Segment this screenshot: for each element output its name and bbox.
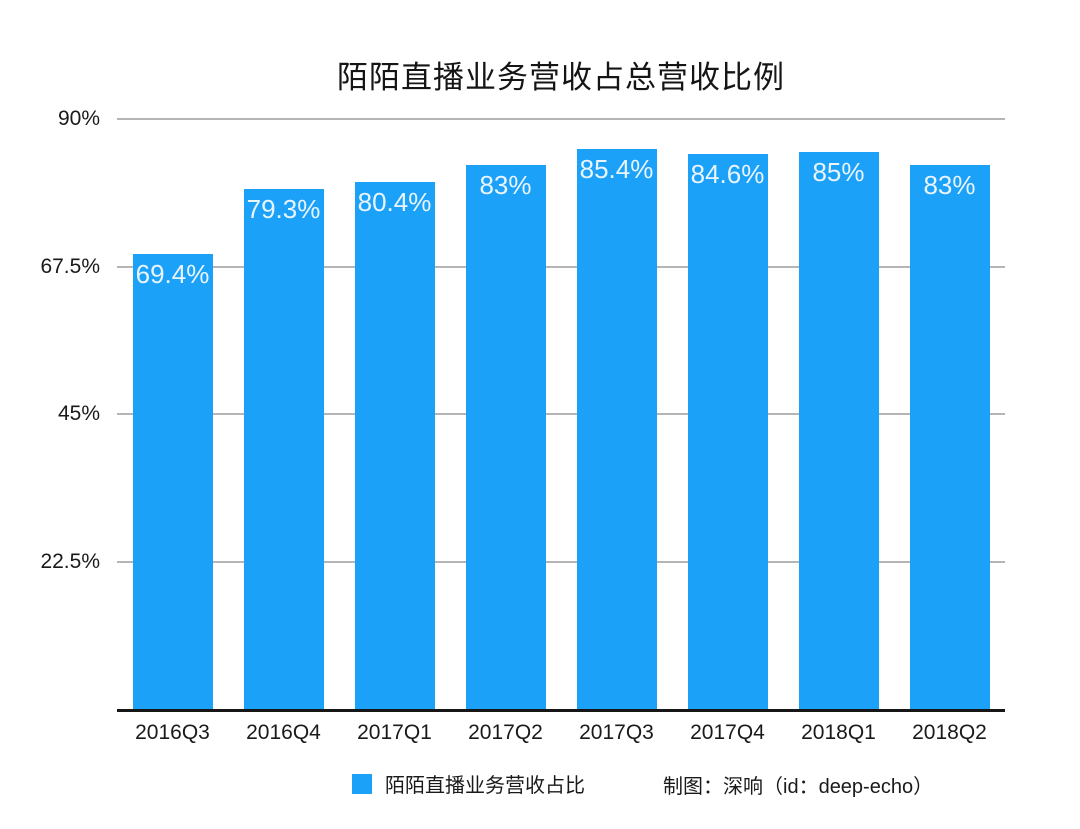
x-tick-label: 2017Q3 — [579, 721, 654, 744]
bar-2018Q1: 85% — [798, 151, 879, 709]
bar-2017Q4: 84.6% — [687, 154, 768, 709]
legend-series-label: 陌陌直播业务营收占比 — [385, 775, 585, 797]
bar-value-label: 79.3% — [246, 194, 321, 225]
credit-text: 制图：深响（id：deep-echo） — [663, 776, 934, 798]
x-tick-label: 2017Q2 — [468, 721, 543, 744]
gridline-90% — [117, 118, 1005, 120]
gridline-22.5% — [117, 560, 1005, 563]
x-tick-label: 2017Q4 — [690, 721, 765, 744]
bar-slot: 80.4% — [339, 119, 450, 709]
x-tick-label: 2016Q3 — [135, 721, 210, 744]
y-tick-label: 90% — [57, 107, 100, 130]
bar-slot: 85.4% — [561, 119, 672, 709]
gridline-45% — [117, 413, 1005, 415]
bar-2017Q3: 85.4% — [576, 149, 657, 709]
bar-slot: 69.4% — [117, 119, 228, 709]
bar-value-label: 83% — [923, 169, 976, 200]
bar-value-label: 80.4% — [357, 186, 432, 217]
x-tick-label: 2018Q1 — [801, 721, 876, 744]
bar-value-label: 85% — [812, 156, 865, 187]
bar-slot: 85% — [783, 119, 894, 709]
y-axis: 90% 67.5% 45% 22.5% — [0, 107, 100, 709]
bar-2018Q2: 83% — [909, 164, 990, 709]
bar-2016Q4: 79.3% — [243, 189, 324, 709]
y-tick-label: 67.5% — [40, 254, 100, 278]
bar-slot: 83% — [450, 119, 561, 709]
y-tick-label: 45% — [57, 402, 100, 425]
bar-2017Q1: 80.4% — [354, 181, 435, 709]
gridline-67.5% — [117, 265, 1005, 268]
bar-slot: 84.6% — [672, 119, 783, 709]
bar-value-label: 84.6% — [690, 159, 765, 190]
bar-2017Q2: 83% — [465, 164, 546, 709]
plot-area: 69.4% 79.3% 80.4% 83% 85.4% 84.6% 85% 83% — [117, 118, 1005, 712]
bar-value-label: 83% — [479, 169, 532, 200]
bars-container: 69.4% 79.3% 80.4% 83% 85.4% 84.6% 85% 83% — [117, 119, 1005, 709]
x-tick-label: 2017Q1 — [357, 721, 432, 744]
bar-slot: 83% — [894, 119, 1005, 709]
bar-slot: 79.3% — [228, 119, 339, 709]
legend-swatch — [352, 773, 372, 794]
x-axis-labels: 2016Q3 2016Q4 2017Q1 2017Q2 2017Q3 2017Q4 2018… — [117, 721, 1005, 745]
chart-title: 陌陌直播业务营收占总营收比例 — [337, 60, 785, 95]
bar-2016Q3: 69.4% — [132, 254, 213, 709]
x-tick-label: 2016Q4 — [246, 721, 321, 744]
legend: 陌陌直播业务营收占比 — [352, 769, 585, 798]
bar-value-label: 85.4% — [579, 154, 654, 185]
x-tick-label: 2018Q2 — [912, 721, 987, 744]
y-tick-label: 22.5% — [40, 549, 100, 573]
bar-value-label: 69.4% — [135, 259, 210, 290]
